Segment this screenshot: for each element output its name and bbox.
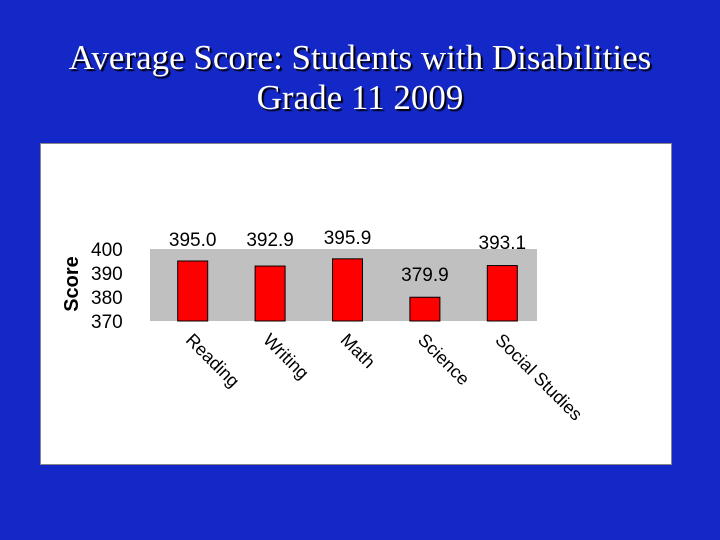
value-label-social-studies: 393.1 xyxy=(479,233,527,254)
value-label-writing: 392.9 xyxy=(246,230,294,251)
x-tick-label-social-studies: Social Studies xyxy=(491,330,586,425)
value-label-math: 395.9 xyxy=(324,228,372,249)
y-tick-label-400: 400 xyxy=(91,240,123,261)
title-line-2: Grade 11 2009 xyxy=(256,78,464,117)
title-line-1: Average Score: Students with Disabilitie… xyxy=(68,38,652,77)
bar-social-studies xyxy=(486,265,518,322)
y-tick-label-370: 370 xyxy=(91,312,123,333)
page-title: Average Score: Students with Disabilitie… xyxy=(0,38,720,118)
value-labels: 395.0 392.9 395.9 379.9 393.1 xyxy=(169,228,526,286)
x-tick-label-math: Math xyxy=(337,330,379,372)
x-tick-labels: Reading Writing Math Science Social Studies xyxy=(182,330,586,425)
bar-writing xyxy=(254,265,286,322)
value-label-reading: 395.0 xyxy=(169,230,217,251)
bar-reading xyxy=(177,260,209,322)
y-tick-labels: 400 390 380 370 xyxy=(91,240,123,333)
y-axis-label: Score xyxy=(61,256,83,312)
bar-science xyxy=(409,296,441,322)
y-tick-label-390: 390 xyxy=(91,264,123,285)
x-tick-label-reading: Reading xyxy=(182,330,244,392)
x-tick-label-science: Science xyxy=(414,330,473,389)
bar-math xyxy=(332,258,363,322)
x-tick-label-writing: Writing xyxy=(259,330,313,384)
bars xyxy=(177,258,518,322)
value-label-science: 379.9 xyxy=(401,265,449,286)
y-tick-label-380: 380 xyxy=(91,288,123,309)
